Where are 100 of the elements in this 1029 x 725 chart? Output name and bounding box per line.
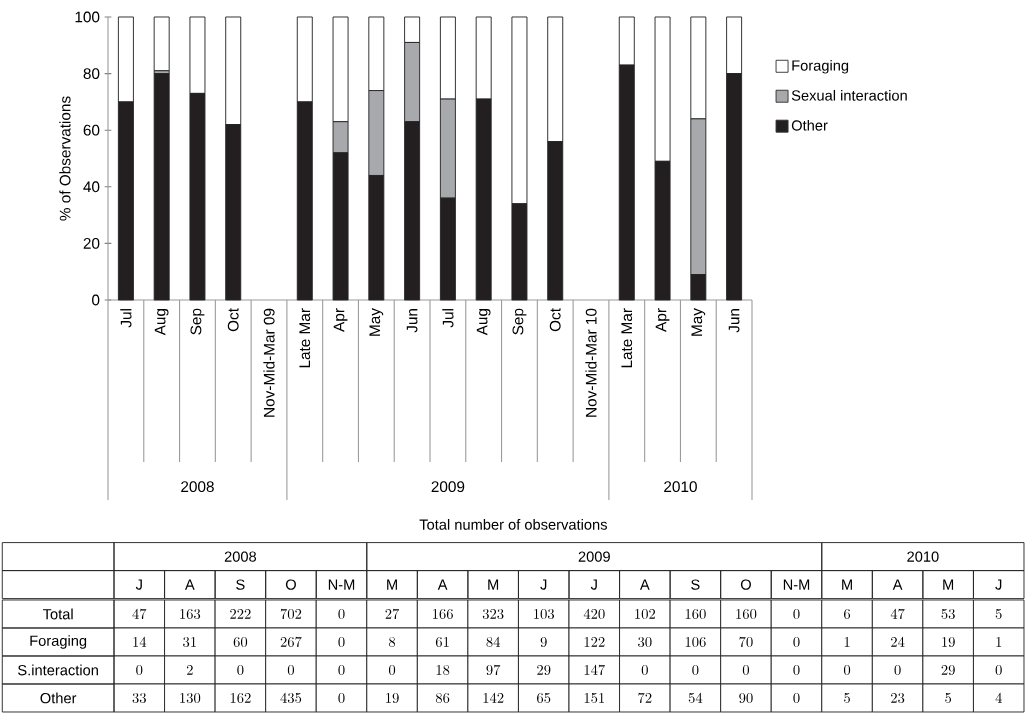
y-axis-title: % of Observations	[59, 96, 71, 221]
data-label: 2	[186, 664, 193, 675]
x-tick-label: Jul	[442, 309, 454, 328]
x-tick-label: Late Mar	[621, 308, 633, 368]
data-label: 0	[641, 664, 648, 676]
data-label: 14	[133, 636, 147, 647]
x-tick-label: Jun	[728, 309, 740, 333]
x-tick-label: A	[639, 579, 650, 590]
y-tick-label: Other	[40, 692, 77, 704]
data-label: 0	[793, 664, 800, 676]
data-label: 30	[638, 636, 652, 648]
x-tick-label: M	[387, 579, 397, 590]
data-label: 106	[685, 636, 706, 648]
data-label: 8	[389, 636, 396, 648]
data-label: 29	[537, 664, 551, 676]
data-label: 267	[280, 636, 302, 648]
x-tick-label: S	[691, 579, 700, 590]
x-tick-label: Nov-Mid-Mar 10	[585, 308, 597, 417]
data-label: 0	[843, 664, 851, 676]
data-label: 151	[584, 692, 605, 703]
data-label: 0	[338, 608, 345, 620]
data-label: 86	[435, 692, 450, 703]
data-label: 23	[891, 692, 905, 703]
x-tick-label: A	[892, 579, 903, 590]
data-label: 0	[742, 664, 749, 676]
data-label: 18	[436, 664, 450, 676]
x-tick-label: Nov-Mid-Mar 09	[263, 308, 275, 417]
x-tick-label: N-M	[328, 579, 355, 590]
x-tick-label: S	[236, 579, 245, 590]
data-label: 0	[793, 692, 800, 703]
x-tick-label: Aug	[476, 309, 491, 336]
data-label: 6	[844, 608, 851, 620]
text: 2010	[907, 551, 939, 562]
data-label: 97	[486, 664, 501, 676]
x-tick-label: J	[135, 579, 142, 590]
data-label: 702	[280, 608, 302, 620]
y-tick-label: 40	[83, 181, 100, 193]
data-label: 163	[180, 608, 201, 620]
data-label: 0	[388, 664, 396, 676]
data-label: 1	[844, 636, 850, 647]
x-tick-label: M	[842, 579, 852, 590]
data-label: 60	[233, 636, 248, 648]
y-tick-label: 80	[83, 68, 100, 80]
y-tick-label: 100	[75, 11, 100, 23]
data-label: 0	[894, 664, 901, 676]
data-label: 102	[635, 608, 656, 620]
y-tick-label: 60	[83, 124, 100, 136]
data-label: 160	[685, 608, 706, 620]
data-label: 19	[386, 692, 399, 703]
data-label: 420	[583, 608, 605, 620]
x-tick-label: Late Mar	[299, 308, 311, 368]
x-tick-label: J	[590, 579, 597, 590]
data-label: 53	[941, 608, 955, 620]
y-tick-label: 0	[92, 294, 100, 306]
x-tick-label: M	[488, 579, 499, 590]
chart-title: Total number of observations	[419, 519, 607, 530]
data-label: 0	[995, 664, 1002, 676]
x-tick-label: Apr	[655, 308, 670, 332]
x-tick-label: Apr	[333, 308, 348, 332]
data-label: 47	[890, 608, 905, 620]
bar	[153, 16, 170, 72]
data-label: 47	[132, 608, 147, 620]
bar	[153, 73, 170, 301]
data-label: 19	[942, 636, 955, 648]
data-label: 222	[230, 608, 251, 619]
x-tick-label: M	[943, 579, 954, 590]
x-tick-label: Jul	[120, 309, 132, 328]
data-label: 130	[180, 692, 201, 703]
data-label: 27	[385, 608, 400, 620]
x-tick-label: O	[285, 579, 296, 590]
data-label: 0	[237, 664, 244, 676]
data-label: 72	[638, 692, 652, 703]
x-tick-label: A	[437, 579, 448, 590]
data-label: 5	[945, 692, 952, 703]
data-label: 122	[584, 636, 605, 647]
data-label: 0	[793, 636, 800, 648]
x-tick-label: A	[184, 579, 195, 590]
data-label: 166	[432, 608, 453, 620]
data-label: 33	[132, 692, 146, 703]
data-label: 0	[793, 608, 800, 620]
data-label: 29	[941, 664, 955, 676]
x-tick-label: J	[540, 579, 547, 590]
x-tick-label: May	[691, 308, 706, 336]
data-label: 1	[996, 636, 1002, 647]
data-label: 0	[338, 692, 345, 703]
data-label: 61	[435, 636, 449, 648]
data-label: 162	[230, 692, 251, 703]
data-label: 0	[692, 664, 699, 676]
data-label: 0	[338, 664, 345, 676]
data-label: 147	[584, 664, 606, 676]
x-tick-label: Oct	[227, 308, 239, 332]
data-label: 54	[688, 692, 703, 703]
data-label: 0	[136, 664, 143, 676]
legend-label: Sexual interaction	[791, 89, 907, 101]
text: 2009	[431, 481, 465, 493]
x-tick-label: O	[740, 579, 751, 590]
x-tick-label: May	[369, 308, 384, 336]
data-label: 84	[486, 636, 501, 648]
y-tick-label: S.interaction	[18, 664, 98, 676]
data-label: 435	[280, 692, 302, 703]
